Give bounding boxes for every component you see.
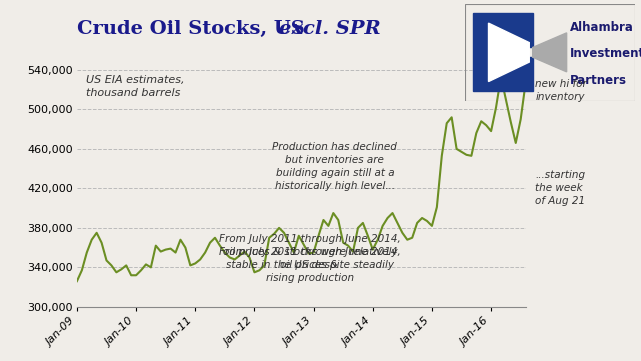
Text: Production has declined
but inventories are
building again still at a
historical: Production has declined but inventories … bbox=[272, 142, 397, 191]
Text: Crude Oil Stocks, US: Crude Oil Stocks, US bbox=[77, 20, 312, 38]
Text: Partners: Partners bbox=[570, 74, 627, 87]
Text: new hi for
inventory: new hi for inventory bbox=[535, 79, 587, 102]
Text: ...starting
the week
of Aug 21: ...starting the week of Aug 21 bbox=[535, 170, 585, 206]
Text: excl. SPR: excl. SPR bbox=[279, 20, 381, 38]
Text: From July 2011 through June 2014,
oil prices &: From July 2011 through June 2014, oil pr… bbox=[219, 247, 401, 270]
Text: Alhambra: Alhambra bbox=[570, 21, 634, 34]
Text: Investment: Investment bbox=[570, 47, 641, 61]
Text: US EIA estimates,
thousand barrels: US EIA estimates, thousand barrels bbox=[86, 75, 185, 98]
Polygon shape bbox=[488, 23, 529, 82]
Text: From July 2011 through June 2014,
oil prices & stocks were relatively
stable in : From July 2011 through June 2014, oil pr… bbox=[219, 234, 401, 283]
Polygon shape bbox=[533, 33, 567, 72]
Polygon shape bbox=[473, 13, 533, 91]
